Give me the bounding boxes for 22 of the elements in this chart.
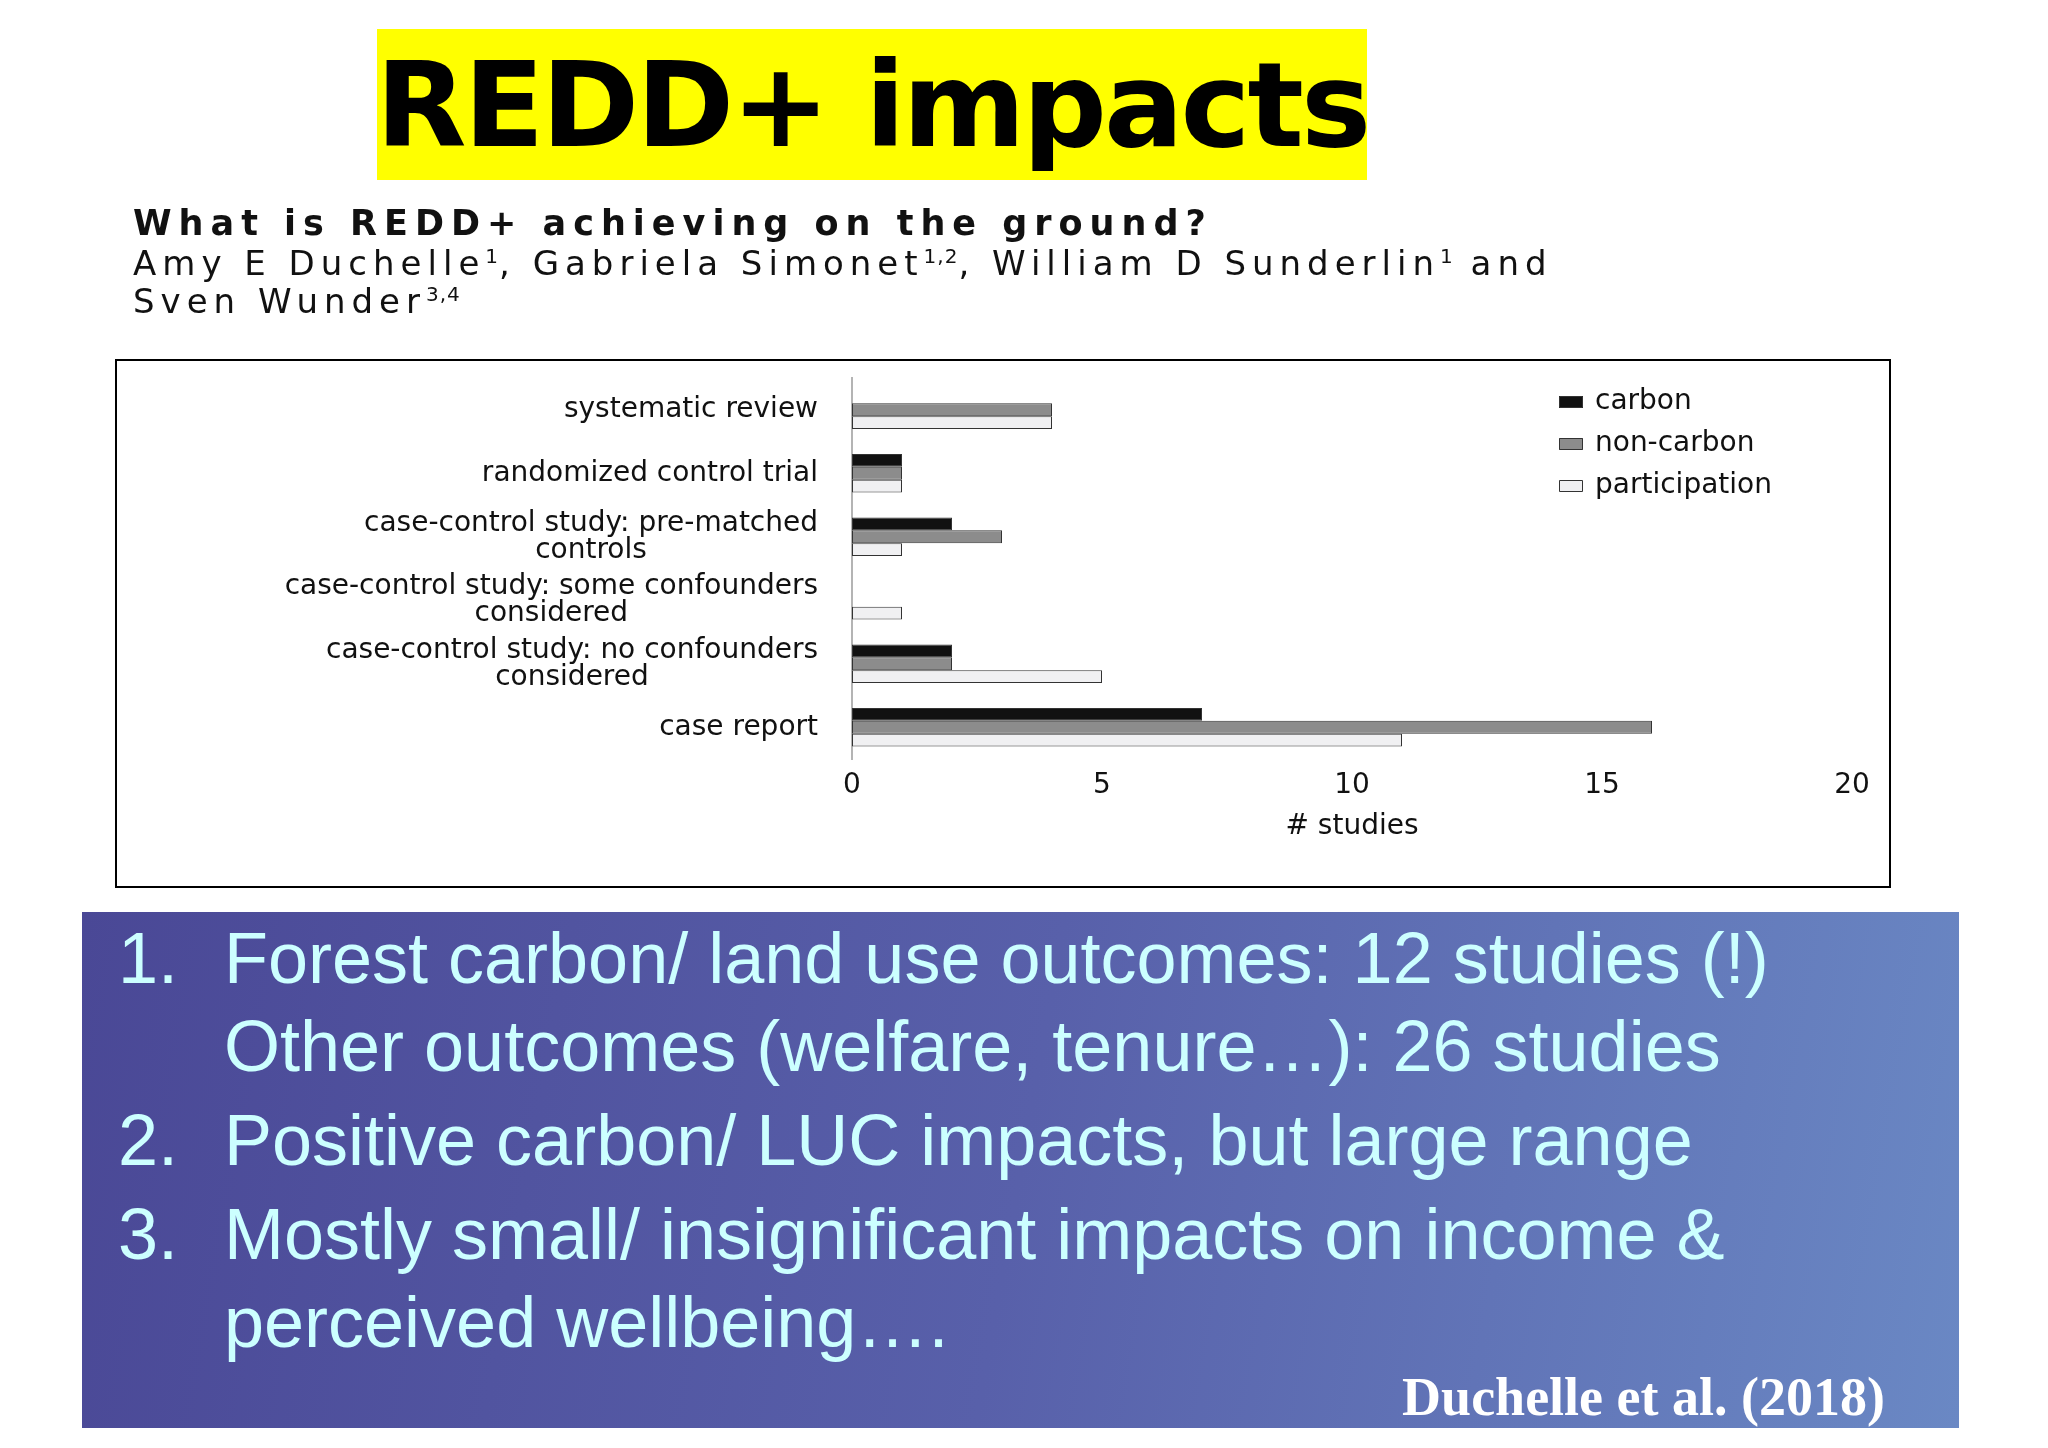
x-tick-label: 5: [1093, 767, 1111, 801]
x-tick-label: 15: [1584, 767, 1620, 801]
text: Duchelle et al. (2018): [1402, 1367, 1885, 1427]
x-axis-title: # studies: [1285, 808, 1419, 842]
text: Amy E Duchelle$^{1}$, Gabriela Simonet$^{1,2}$, William D Sunderlin$^{1}$ and Sven Wunder$^{3,4}$: [133, 243, 1553, 321]
text: 3. Mostly small/ insignificant impacts on income & perceived wellbeing….: [118, 1193, 1725, 1364]
y-tick-label: case-control study: no confounders considered: [325, 631, 818, 692]
y-tick-label: case report: [659, 708, 819, 742]
x-tick-label: 0: [843, 767, 861, 801]
legend-label: non-carbon: [1595, 425, 1755, 459]
y-tick-label: case-control study: pre-matched controls: [364, 504, 818, 565]
y-tick-label: randomized control trial: [481, 454, 818, 488]
legend-label: participation: [1595, 467, 1772, 501]
x-tick-label: 10: [1334, 767, 1370, 801]
chart-subtitle: What is REDD+ achieving on the ground?: [133, 202, 1213, 244]
chart-title: REDD+ impacts: [375, 29, 1369, 180]
x-tick-label: 20: [1834, 767, 1870, 801]
legend-label: carbon: [1595, 383, 1692, 417]
text: 2. Positive carbon/ LUC impacts, but large range: [118, 1099, 1693, 1182]
y-tick-label: systematic review: [563, 391, 818, 425]
text: 1. Forest carbon/ land use outcomes: 12 studies (!) Other outcomes (welfare, tenure…): 26 studies: [118, 917, 1769, 1088]
y-tick-label: case-control study: some confounders considered: [284, 568, 818, 629]
